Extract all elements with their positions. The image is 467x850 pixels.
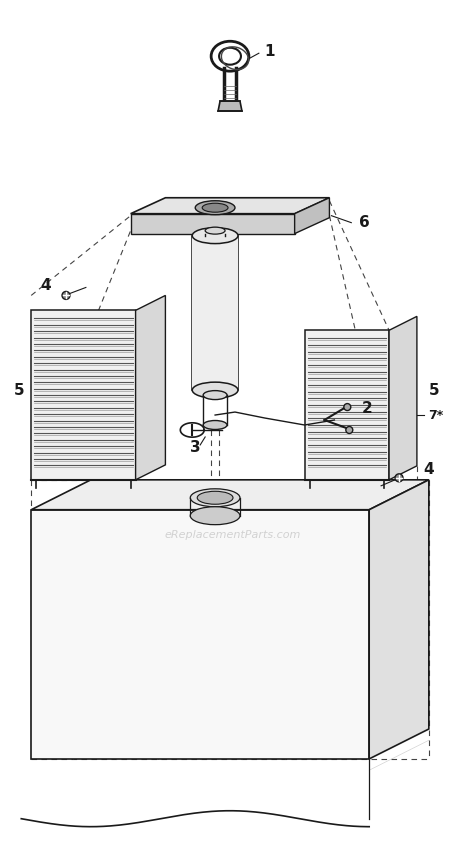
Ellipse shape — [190, 507, 240, 524]
Ellipse shape — [203, 391, 227, 399]
Ellipse shape — [202, 203, 228, 212]
Polygon shape — [31, 510, 369, 759]
Text: 3: 3 — [190, 440, 200, 456]
Ellipse shape — [195, 201, 235, 215]
Text: 5: 5 — [14, 382, 25, 398]
Text: 4: 4 — [41, 278, 51, 293]
Text: 7*: 7* — [428, 409, 443, 422]
Ellipse shape — [197, 491, 233, 504]
Text: 1: 1 — [264, 43, 275, 59]
Text: 4: 4 — [424, 462, 434, 478]
Text: 2: 2 — [362, 400, 373, 416]
Ellipse shape — [192, 382, 238, 398]
Polygon shape — [369, 479, 429, 759]
Polygon shape — [295, 198, 329, 234]
Polygon shape — [131, 198, 329, 213]
Polygon shape — [31, 479, 429, 510]
Text: 5: 5 — [429, 382, 439, 398]
Ellipse shape — [203, 421, 227, 429]
Ellipse shape — [205, 227, 225, 234]
Text: eReplacementParts.com: eReplacementParts.com — [165, 530, 301, 540]
Polygon shape — [31, 310, 135, 479]
Ellipse shape — [192, 228, 238, 244]
Polygon shape — [218, 101, 242, 111]
Text: 6: 6 — [359, 215, 369, 230]
Polygon shape — [192, 235, 238, 390]
Ellipse shape — [395, 473, 403, 482]
Polygon shape — [389, 316, 417, 479]
Ellipse shape — [346, 427, 353, 434]
Polygon shape — [135, 296, 165, 479]
Polygon shape — [304, 331, 389, 479]
Ellipse shape — [62, 292, 70, 299]
Ellipse shape — [344, 404, 351, 411]
Polygon shape — [131, 213, 295, 234]
Ellipse shape — [190, 489, 240, 507]
